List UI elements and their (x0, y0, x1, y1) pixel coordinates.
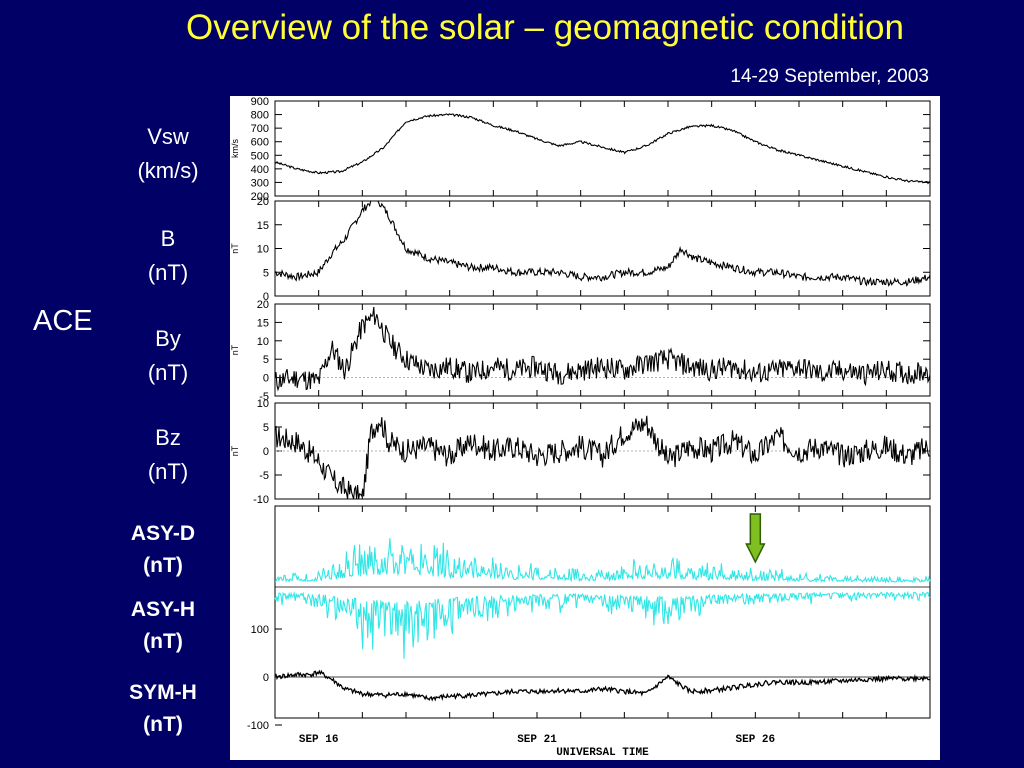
label-asy-h-name: ASY-H (130, 598, 196, 621)
x-axis-title: UNIVERSAL TIME (556, 747, 649, 759)
label-by-name: By (155, 326, 181, 351)
panel-b-ytick-label: 5 (263, 267, 269, 279)
label-by: By (nT) (118, 322, 218, 390)
label-asy-h: ASY-H (nT) (108, 594, 218, 658)
x-tick-label: SEP 26 (736, 734, 776, 746)
label-vsw-name: Vsw (147, 124, 189, 149)
asy-h-trace (274, 590, 931, 659)
date-range: 14-29 September, 2003 (730, 66, 929, 87)
panel-by-ylabel: nT (230, 344, 240, 355)
panel-vsw-ytick-label: 700 (251, 123, 269, 135)
label-sym-h-name: SYM-H (129, 681, 197, 704)
panel-b-ytick-label: 10 (257, 244, 269, 256)
label-bz-unit: (nT) (147, 459, 189, 484)
panel-vsw-ytick-label: 300 (251, 177, 269, 189)
panel-bz-ytick-label: 0 (263, 446, 269, 458)
label-sym-h-unit: (nT) (143, 713, 183, 736)
sym-h-trace (274, 669, 931, 702)
panel-by-ytick-label: 0 (263, 373, 269, 385)
panel-by-series-line (274, 306, 931, 392)
sym-h-ytick-label: 0 (263, 672, 269, 684)
panel-b-ytick-label: 0 (263, 291, 269, 303)
panel-vsw-ytick-label: 600 (251, 137, 269, 149)
label-vsw: Vsw (km/s) (118, 120, 218, 188)
panel-vsw-ytick-label: 900 (251, 96, 269, 108)
label-b-name: B (160, 226, 176, 251)
panel-by-ytick-label: 5 (263, 354, 269, 366)
sym-h-ytick-label: 100 (251, 624, 269, 636)
panel-bz-ylabel: nT (230, 445, 240, 456)
label-b: B (nT) (118, 222, 218, 290)
panel-vsw-series-line (274, 113, 931, 185)
label-asy-d-unit: (nT) (143, 554, 183, 577)
panel-vsw-ytick-label: 500 (251, 150, 269, 162)
label-bz: Bz (nT) (118, 421, 218, 489)
label-b-unit: (nT) (147, 260, 189, 285)
label-by-unit: (nT) (147, 360, 189, 385)
panel-b-ylabel: nT (230, 243, 240, 254)
panel-by-ytick-label: 10 (257, 336, 269, 348)
slide-title: Overview of the solar – geomagnetic cond… (186, 8, 904, 47)
panel-vsw-ytick-label: 800 (251, 110, 269, 122)
x-tick-label: SEP 16 (299, 734, 339, 746)
label-asy-d-name: ASY-D (130, 522, 196, 545)
label-sym-h: SYM-H (nT) (108, 677, 218, 741)
panel-bz-ytick-label: -5 (259, 470, 269, 482)
panel-by-frame (274, 303, 931, 397)
plot-figure: 200 300 400 500 600 700 800 900 km/s 0 5 10 15 20 nT -5… (230, 96, 940, 760)
sym-h-ytick-label: -100 (247, 720, 269, 732)
panel-vsw-ytick-label: 200 (251, 191, 269, 203)
down-arrow-icon (745, 513, 766, 564)
plot-svg: 200300400500600700800900km/s05101520nT-5… (230, 96, 931, 759)
label-asy-d: ASY-D (nT) (108, 518, 218, 582)
label-vsw-unit: (km/s) (137, 158, 199, 183)
x-tick-label: SEP 21 (517, 734, 557, 746)
panel-by-ytick-label: -5 (259, 391, 269, 403)
panel-bz-ytick-label: 5 (263, 422, 269, 434)
panel-vsw-ytick-label: 400 (251, 164, 269, 176)
panel-vsw-ylabel: km/s (230, 139, 240, 158)
panel-bz-ytick-label: 10 (257, 398, 269, 410)
panel-bz-ytick-label: -10 (253, 494, 269, 506)
panel-vsw-frame (274, 100, 931, 197)
panel-geomagnetic-frame (274, 505, 931, 719)
panel-by-ytick-label: 15 (257, 317, 269, 329)
panel-bz-series-line (274, 415, 931, 500)
panel-b-series-line (274, 200, 931, 287)
panel-by-ytick-label: 20 (257, 299, 269, 311)
panel-b-ytick-label: 20 (257, 196, 269, 208)
panel-b-ytick-label: 15 (257, 220, 269, 232)
asy-d-trace (274, 538, 931, 584)
label-asy-h-unit: (nT) (143, 630, 183, 653)
label-bz-name: Bz (155, 425, 181, 450)
panel-b-frame (274, 200, 931, 297)
ace-label: ACE (33, 305, 93, 337)
